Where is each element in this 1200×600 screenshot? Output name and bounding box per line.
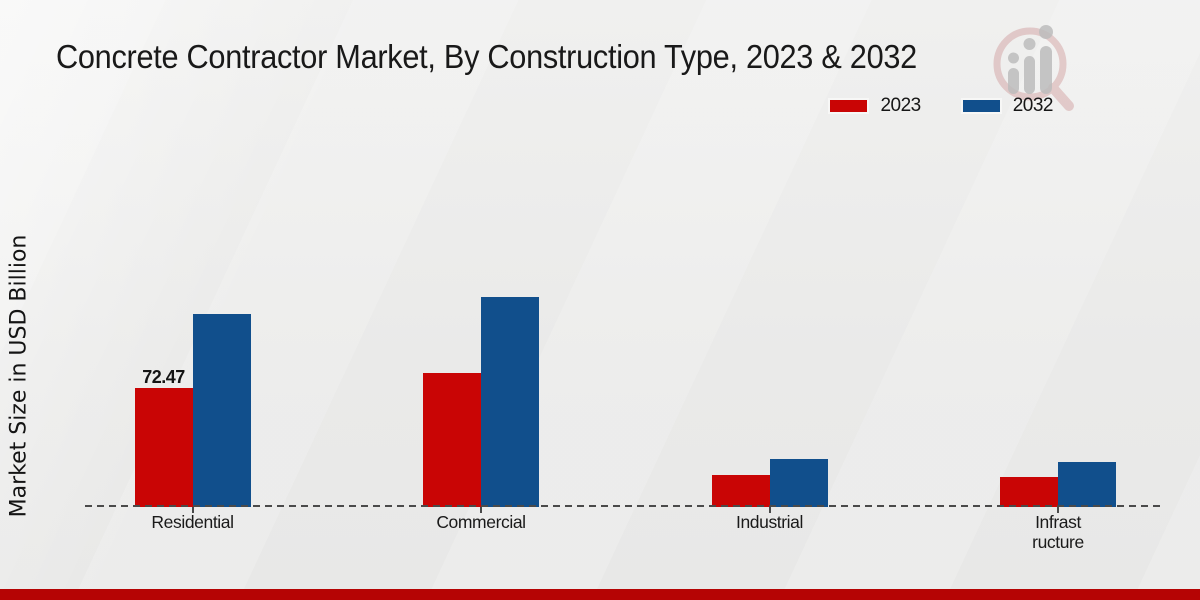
bar-2032-industrial: [769, 459, 828, 507]
bar-2032-residential: [192, 314, 251, 507]
legend-label-2032: 2032: [1012, 95, 1054, 116]
legend: 2023 2032: [828, 93, 1054, 119]
magnifier-bar-chart-logo-icon: [993, 25, 1074, 111]
legend-swatch-2023-icon: [828, 98, 870, 114]
bar-2023-commercial: [423, 373, 481, 507]
axis-tick: [480, 507, 482, 513]
bar-2023-industrial: [711, 475, 770, 507]
legend-swatch-2032-icon: [960, 98, 1002, 114]
bar-2023-infrastructure: [1000, 477, 1058, 507]
bar-2023-residential: [134, 388, 193, 507]
footer-accent-bar: [0, 589, 1200, 600]
category-label-infrastructure: Infrast ructure: [1032, 512, 1084, 552]
legend-label-2023: 2023: [880, 95, 921, 116]
category-label-residential: Residential: [151, 512, 234, 532]
legend-item-2023: 2023: [828, 95, 921, 117]
bar-2032-infrastructure: [1058, 462, 1116, 507]
axis-tick: [191, 507, 194, 513]
legend-item-2032: 2032: [960, 95, 1054, 117]
axis-tick: [1057, 507, 1059, 513]
chart-title: Concrete Contractor Market, By Construct…: [56, 38, 917, 75]
axis-tick: [768, 507, 771, 513]
x-axis-baseline: [85, 505, 1165, 507]
bar-2032-commercial: [481, 297, 539, 507]
category-label-commercial: Commercial: [436, 512, 526, 532]
value-label: 72.47: [142, 367, 185, 387]
category-label-industrial: Industrial: [735, 512, 803, 532]
